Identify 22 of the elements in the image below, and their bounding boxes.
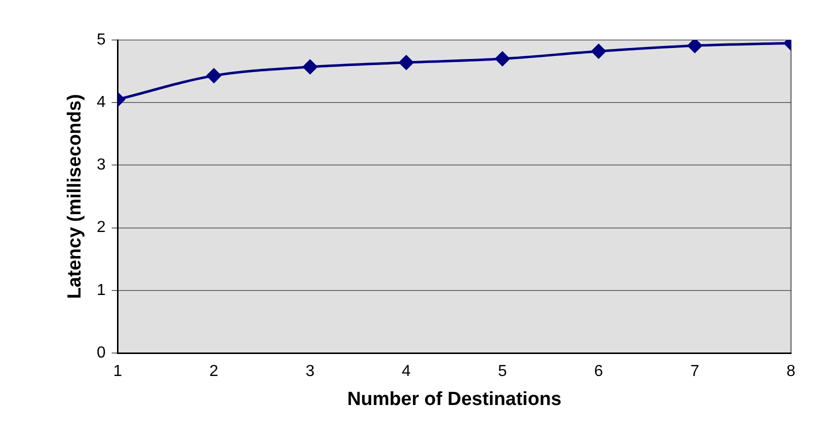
y-tick-label: 2: [96, 219, 106, 236]
y-tick-label: 1: [96, 282, 106, 299]
x-tick-label: 1: [113, 363, 122, 380]
point: [399, 55, 414, 70]
y-tick-label: 4: [96, 94, 106, 112]
x-tick-label: 4: [402, 363, 411, 380]
point: [302, 60, 318, 74]
x-axis-title: Number of Destinations: [347, 388, 562, 410]
point: [495, 52, 510, 66]
x-tick-label: 8: [786, 363, 796, 380]
y-tick-label: 3: [96, 156, 106, 174]
point: [688, 40, 702, 53]
y-axis-title: Latency (milliseconds): [64, 94, 86, 299]
x-tick-label: 2: [209, 363, 218, 380]
y-tick-label: 0: [96, 344, 106, 362]
y-tick-label: 5: [96, 31, 106, 48]
point: [591, 44, 606, 59]
point: [206, 68, 222, 83]
x-tick-label: 3: [306, 363, 315, 380]
x-tick-label: 7: [690, 363, 700, 380]
x-tick-label: 5: [498, 363, 507, 380]
x-tick-label: 6: [594, 363, 604, 380]
